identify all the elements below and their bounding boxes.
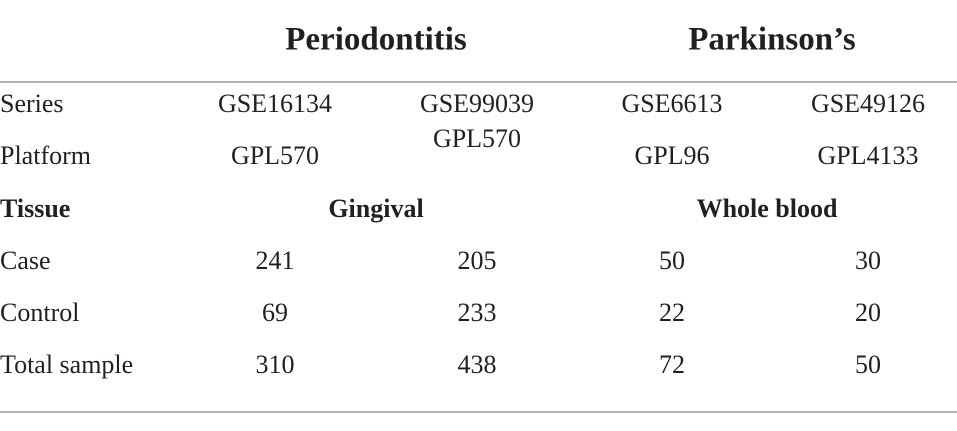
cell: GPL4133 xyxy=(817,141,918,170)
cell: 69 xyxy=(262,298,288,327)
cell: GPL570 xyxy=(231,141,319,170)
cell: 50 xyxy=(855,350,881,379)
row-label: Total sample xyxy=(0,350,133,379)
group-header: Parkinson’s xyxy=(688,22,856,58)
cell: GPL96 xyxy=(634,141,709,170)
cell: GSE99039 xyxy=(420,89,534,118)
cell: 72 xyxy=(659,350,685,379)
group-header: Periodontitis xyxy=(285,22,467,58)
cell: GSE49126 xyxy=(811,89,925,118)
cell: 205 xyxy=(458,246,497,275)
row-label: Case xyxy=(0,246,51,275)
cell: Gingival xyxy=(328,194,423,223)
cell: 50 xyxy=(659,246,685,275)
row-label: Tissue xyxy=(0,194,70,223)
cell: Whole blood xyxy=(697,194,838,223)
cell: 438 xyxy=(458,350,497,379)
cell: GSE16134 xyxy=(218,89,332,118)
cell: GPL570 xyxy=(433,124,521,153)
cell: 22 xyxy=(659,298,685,327)
row-label: Series xyxy=(0,89,64,118)
cell: 233 xyxy=(458,298,497,327)
cell: GSE6613 xyxy=(621,89,722,118)
cell: 30 xyxy=(855,246,881,275)
cell: 241 xyxy=(256,246,295,275)
cell: 310 xyxy=(256,350,295,379)
cell: 20 xyxy=(855,298,881,327)
row-label: Platform xyxy=(0,141,91,170)
row-label: Control xyxy=(0,298,79,327)
